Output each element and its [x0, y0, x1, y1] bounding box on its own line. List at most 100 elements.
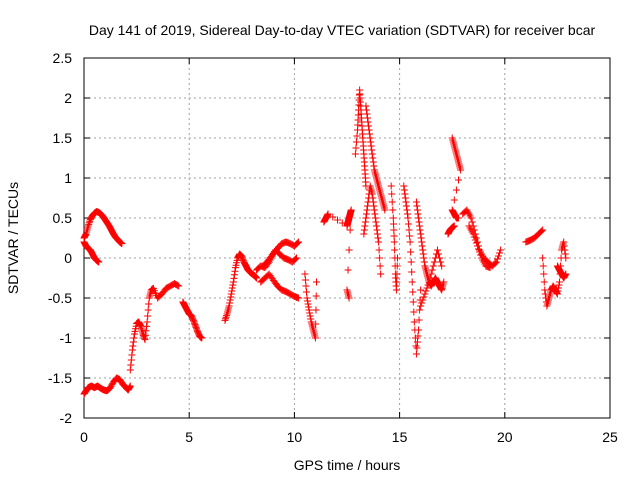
- data-point: [438, 262, 446, 270]
- data-point: [417, 302, 425, 310]
- data-point: [486, 264, 494, 272]
- data-point: [452, 186, 460, 194]
- data-point: [84, 222, 92, 230]
- data-point: [403, 206, 411, 214]
- data-point: [370, 202, 378, 210]
- data-point: [437, 285, 445, 293]
- data-point: [390, 220, 398, 228]
- data-point: [471, 236, 479, 244]
- data-point: [311, 334, 319, 342]
- data-point: [221, 316, 229, 324]
- data-point: [374, 230, 382, 238]
- data-point: [493, 255, 501, 263]
- data-point: [85, 220, 93, 228]
- data-point: [417, 286, 425, 294]
- series-arc-16-17h-low: [417, 246, 446, 310]
- data-point: [371, 210, 379, 218]
- data-point: [229, 278, 237, 286]
- data-point: [391, 246, 399, 254]
- series-arc-11-13h: [320, 206, 355, 302]
- data-point: [144, 306, 152, 314]
- data-point: [302, 282, 310, 290]
- data-point: [353, 132, 361, 140]
- data-point: [175, 282, 183, 290]
- data-point: [393, 262, 401, 270]
- data-point: [393, 278, 401, 286]
- data-point: [562, 270, 570, 278]
- data-point: [144, 312, 152, 320]
- data-point: [387, 182, 395, 190]
- data-point: [174, 281, 182, 289]
- data-point: [450, 222, 458, 230]
- series-arc-22-23h-low: [553, 262, 570, 282]
- data-point: [198, 334, 206, 342]
- data-point: [390, 226, 398, 234]
- data-point: [560, 238, 568, 246]
- data-point: [419, 250, 427, 258]
- data-point: [369, 154, 377, 162]
- data-point: [407, 258, 415, 266]
- data-point: [362, 102, 370, 110]
- data-point: [413, 338, 421, 346]
- data-point: [421, 290, 429, 298]
- data-point: [430, 258, 438, 266]
- grid: [84, 58, 610, 418]
- data-point: [376, 254, 384, 262]
- y-tick-label: -1.5: [48, 370, 72, 386]
- data-point: [128, 351, 136, 359]
- data-point: [230, 271, 238, 279]
- data-point: [312, 292, 320, 300]
- data-point: [141, 336, 149, 344]
- data-point: [539, 226, 547, 234]
- data-point: [470, 233, 478, 241]
- data-point: [369, 194, 377, 202]
- data-point: [228, 284, 236, 292]
- y-tick-label: 1: [64, 170, 72, 186]
- data-point: [251, 273, 259, 281]
- data-point: [417, 230, 425, 238]
- series-arc-10-11h: [301, 270, 320, 342]
- data-point: [324, 210, 332, 218]
- data-point: [409, 288, 417, 296]
- data-point: [393, 254, 401, 262]
- y-tick-label: -2: [60, 410, 73, 426]
- data-point: [293, 254, 301, 262]
- data-point: [389, 214, 397, 222]
- data-point: [436, 254, 444, 262]
- data-point: [408, 278, 416, 286]
- data-point: [539, 254, 547, 262]
- series-arc-21-22h: [522, 226, 547, 246]
- data-point: [363, 206, 371, 214]
- data-point: [412, 350, 420, 358]
- data-point: [345, 246, 353, 254]
- data-point: [295, 294, 303, 302]
- series-arc-low-rise: [126, 280, 183, 374]
- data-point: [425, 278, 433, 286]
- data-point: [468, 218, 476, 226]
- data-point: [405, 220, 413, 228]
- data-points: [80, 86, 570, 398]
- x-tick-label: 20: [497, 429, 513, 445]
- data-point: [420, 254, 428, 262]
- data-point: [455, 176, 463, 184]
- series-arc-18-20h-b: [465, 222, 494, 272]
- data-point: [420, 258, 428, 266]
- data-point: [403, 210, 411, 218]
- data-point: [562, 254, 570, 262]
- data-point: [370, 206, 378, 214]
- data-point: [400, 182, 408, 190]
- data-point: [473, 242, 481, 250]
- series-arc-15h: [387, 182, 401, 294]
- data-point: [561, 250, 569, 258]
- data-point: [344, 266, 352, 274]
- data-point: [410, 308, 418, 316]
- data-point: [221, 315, 229, 323]
- data-point: [418, 238, 426, 246]
- data-point: [352, 144, 360, 152]
- data-point: [361, 218, 369, 226]
- data-point: [362, 214, 370, 222]
- data-point: [388, 198, 396, 206]
- data-point: [225, 302, 233, 310]
- data-point: [228, 287, 236, 295]
